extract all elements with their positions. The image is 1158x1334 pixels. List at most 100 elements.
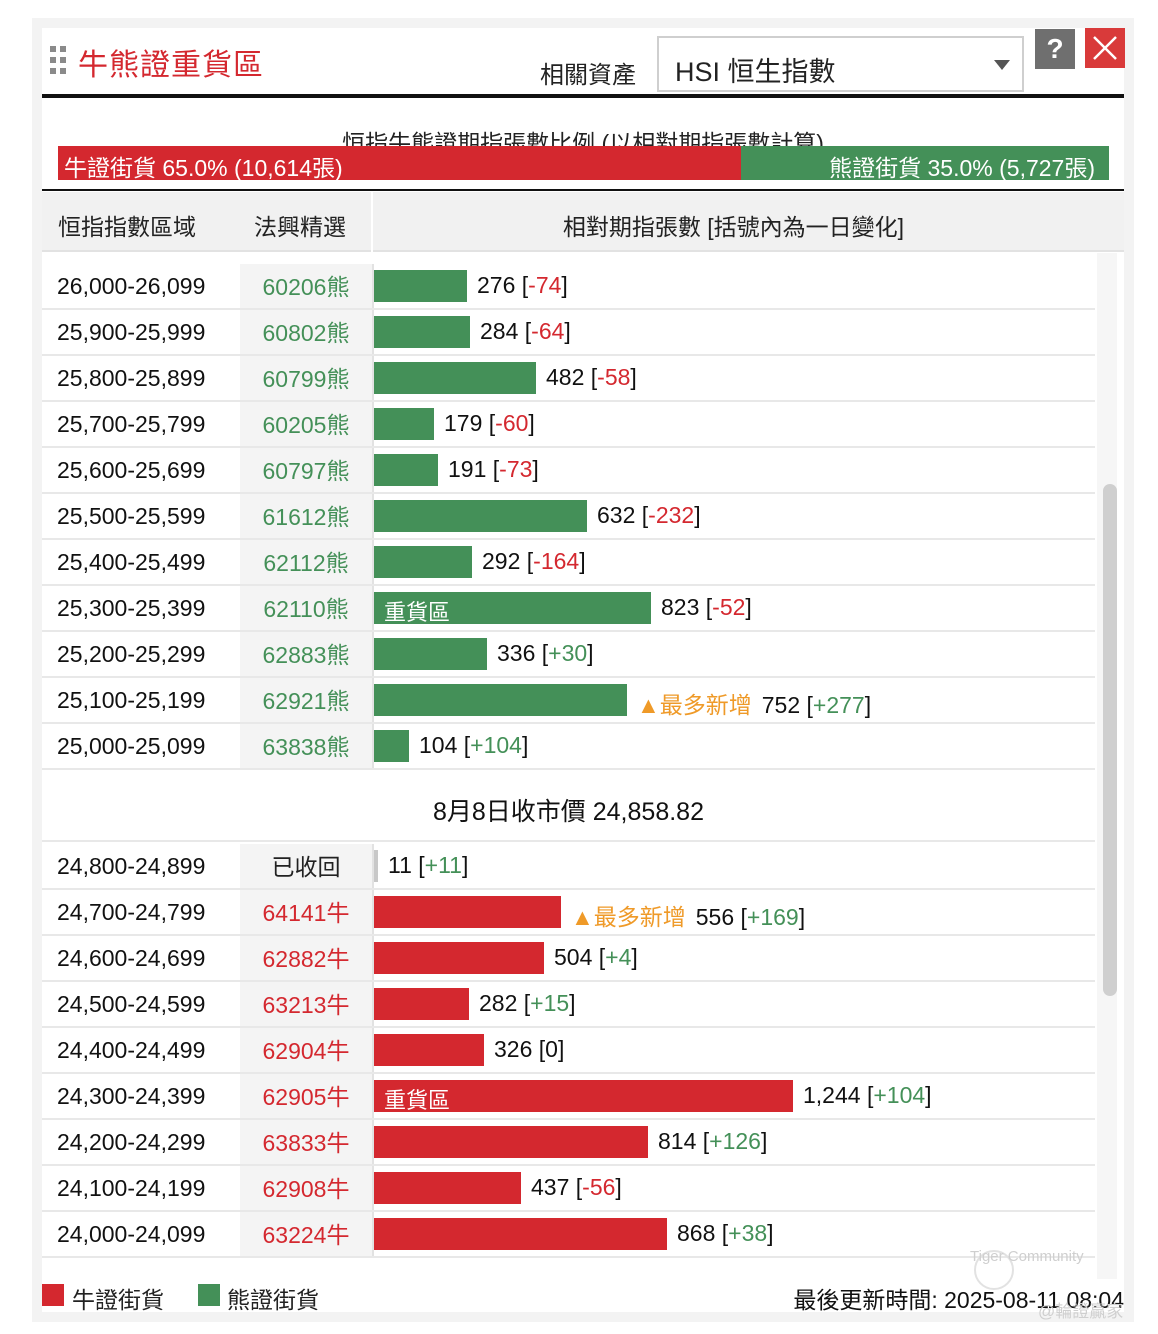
table-row[interactable]: 24,800-24,899 已收回 11 [+11] xyxy=(42,844,1095,890)
row-range: 24,100-24,199 xyxy=(57,1175,206,1201)
row-warrant-code[interactable]: 62905牛 xyxy=(240,1074,372,1118)
table-row[interactable]: 25,400-25,499 62112熊 292 [-164] xyxy=(42,540,1095,586)
row-range: 24,700-24,799 xyxy=(57,899,206,925)
row-bar xyxy=(374,850,378,882)
column-header-contracts: 相對期指張數 [括號內為一日變化] xyxy=(562,214,905,240)
row-contracts-bracket: ] xyxy=(557,1036,565,1062)
table-row[interactable]: 25,200-25,299 62883熊 336 [+30] xyxy=(42,632,1095,678)
table-row[interactable]: 26,000-26,099 60206熊 276 [-74] xyxy=(42,264,1095,310)
table-row[interactable]: 24,500-24,599 63213牛 282 [+15] xyxy=(42,982,1095,1028)
column-header-code: 法興精選 xyxy=(254,214,346,240)
row-range: 25,700-25,799 xyxy=(57,411,206,437)
row-contracts-value: 179 [ xyxy=(444,410,496,436)
drag-handle-icon[interactable] xyxy=(50,46,70,76)
table-row[interactable]: 25,100-25,199 62921熊 ▲最多新增 752 [+277] xyxy=(42,678,1095,724)
ratio-divider xyxy=(42,189,1124,191)
row-bar xyxy=(374,362,536,394)
cbbc-table[interactable]: 26,000-26,099 60206熊 276 [-74] 25,900-25,99… xyxy=(42,253,1095,1279)
table-row[interactable]: 25,300-25,399 62110熊 重貨區 823 [-52] xyxy=(42,586,1095,632)
row-bar-cell: 284 [-64] xyxy=(372,310,1095,354)
row-range: 25,100-25,199 xyxy=(57,687,206,713)
row-warrant-code[interactable]: 64141牛 xyxy=(240,890,372,934)
row-bar xyxy=(374,730,409,762)
asset-dropdown[interactable]: HSI 恒生指數 xyxy=(657,36,1024,92)
row-contracts-change: -56 xyxy=(582,1174,616,1200)
table-row[interactable]: 24,200-24,299 63833牛 814 [+126] xyxy=(42,1120,1095,1166)
column-header-range: 恒指指數區域 xyxy=(58,214,196,240)
row-contracts-change: -74 xyxy=(528,272,562,298)
row-bar: 重貨區 xyxy=(374,592,651,625)
most-added-tag: ▲最多新增 xyxy=(637,692,752,718)
row-warrant-code[interactable]: 62882牛 xyxy=(240,936,372,980)
row-warrant-code[interactable]: 60205熊 xyxy=(240,402,372,446)
table-row[interactable]: 25,500-25,599 61612熊 632 [-232] xyxy=(42,494,1095,540)
row-warrant-code[interactable]: 60802熊 xyxy=(240,310,372,354)
row-contracts: 336 [+30] xyxy=(497,640,594,667)
row-warrant-code[interactable]: 63838熊 xyxy=(240,724,372,768)
table-row[interactable]: 24,100-24,199 62908牛 437 [-56] xyxy=(42,1166,1095,1212)
help-button[interactable]: ? xyxy=(1035,29,1075,69)
row-contracts: 284 [-64] xyxy=(480,318,571,345)
row-bar xyxy=(374,1034,484,1066)
row-contracts: 868 [+38] xyxy=(677,1220,774,1247)
watermark-brand: Tiger Community xyxy=(970,1248,1084,1265)
row-warrant-code[interactable]: 62904牛 xyxy=(240,1028,372,1072)
table-row[interactable]: 25,900-25,999 60802熊 284 [-64] xyxy=(42,310,1095,356)
row-warrant-code[interactable]: 62921熊 xyxy=(240,678,372,722)
row-bar-cell: 重貨區 1,244 [+104] xyxy=(372,1074,1095,1118)
row-contracts-bracket: ] xyxy=(631,944,638,970)
row-bar xyxy=(374,454,438,486)
row-bar-cell: 11 [+11] xyxy=(372,844,1095,888)
table-row[interactable]: 24,400-24,499 62904牛 326 [0] xyxy=(42,1028,1095,1074)
watermark-logo-icon xyxy=(974,1250,1014,1290)
row-contracts: ▲最多新增 556 [+169] xyxy=(571,898,805,932)
row-warrant-code[interactable]: 63224牛 xyxy=(240,1212,372,1256)
table-row[interactable]: 24,300-24,399 62905牛 重貨區 1,244 [+104] xyxy=(42,1074,1095,1120)
row-bar-cell: 437 [-56] xyxy=(372,1166,1095,1210)
row-bar-cell: 868 [+38] xyxy=(372,1212,1095,1256)
row-contracts-change: +169 xyxy=(746,904,799,930)
table-row[interactable]: 25,000-25,099 63838熊 104 [+104] xyxy=(42,724,1095,770)
row-warrant-code[interactable]: 60206熊 xyxy=(240,264,372,308)
row-warrant-code[interactable]: 63833牛 xyxy=(240,1120,372,1164)
row-contracts-value: 11 [ xyxy=(388,852,425,878)
scrollbar-thumb[interactable] xyxy=(1103,484,1117,996)
row-range: 25,200-25,299 xyxy=(57,641,206,667)
row-contracts: 482 [-58] xyxy=(546,364,637,391)
row-bar xyxy=(374,546,472,578)
table-row[interactable]: 24,600-24,699 62882牛 504 [+4] xyxy=(42,936,1095,982)
row-contracts-bracket: ] xyxy=(615,1174,622,1200)
row-warrant-code[interactable]: 62110熊 xyxy=(240,586,372,630)
row-contracts-change: -73 xyxy=(499,456,533,482)
heavy-zone-label: 重貨區 xyxy=(384,600,451,625)
row-contracts-value: 282 [ xyxy=(479,990,531,1016)
row-contracts-bracket: ] xyxy=(925,1082,932,1108)
row-bar-cell: 814 [+126] xyxy=(372,1120,1095,1164)
row-contracts-change: +4 xyxy=(605,944,632,970)
row-bar xyxy=(374,270,467,302)
row-contracts: 326 [0] xyxy=(494,1036,564,1063)
heavy-zone-label: 重貨區 xyxy=(384,1088,451,1113)
row-warrant-code[interactable]: 62883熊 xyxy=(240,632,372,676)
row-contracts-change: -58 xyxy=(597,364,631,390)
row-warrant-code[interactable]: 62112熊 xyxy=(240,540,372,584)
row-contracts-change: +126 xyxy=(709,1128,761,1154)
table-row[interactable]: 25,600-25,699 60797熊 191 [-73] xyxy=(42,448,1095,494)
row-bar xyxy=(374,988,469,1020)
row-contracts-bracket: ] xyxy=(745,594,752,620)
row-warrant-code[interactable]: 62908牛 xyxy=(240,1166,372,1210)
row-range: 25,300-25,399 xyxy=(57,595,206,621)
table-row[interactable]: 25,700-25,799 60205熊 179 [-60] xyxy=(42,402,1095,448)
close-button[interactable] xyxy=(1085,28,1125,68)
legend-bull-label: 牛證街貨 xyxy=(72,1287,164,1313)
row-warrant-code[interactable]: 63213牛 xyxy=(240,982,372,1026)
row-warrant-code[interactable]: 60799熊 xyxy=(240,356,372,400)
table-row[interactable]: 25,800-25,899 60799熊 482 [-58] xyxy=(42,356,1095,402)
table-row[interactable]: 24,700-24,799 64141牛 ▲最多新增 556 [+169] xyxy=(42,890,1095,936)
row-contracts-value: 437 [ xyxy=(531,1174,583,1200)
row-range: 24,800-24,899 xyxy=(57,853,206,879)
row-warrant-code[interactable]: 60797熊 xyxy=(240,448,372,492)
table-row[interactable]: 24,000-24,099 63224牛 868 [+38] xyxy=(42,1212,1095,1258)
row-bar-cell: ▲最多新增 556 [+169] xyxy=(372,890,1095,934)
row-warrant-code[interactable]: 61612熊 xyxy=(240,494,372,538)
